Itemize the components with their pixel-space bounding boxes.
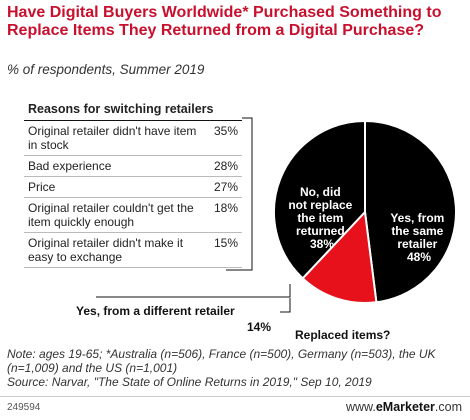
- reason-value: 15%: [213, 236, 238, 250]
- no-label-line: not replace: [288, 198, 352, 212]
- footnote-note: Note: ages 19-65; *Australia (n=506), Fr…: [7, 347, 436, 375]
- slice-not-replaced: [273, 119, 366, 280]
- same-label-line: retailer: [397, 237, 437, 251]
- reason-row: Original retailer couldn't get the item …: [24, 198, 242, 233]
- reason-row: Price 27%: [24, 177, 242, 198]
- reason-value: 35%: [213, 124, 238, 138]
- reasons-table-header: Reasons for switching retailers: [24, 102, 242, 121]
- reason-value: 18%: [213, 201, 238, 215]
- reason-label: Original retailer didn't have item in st…: [28, 124, 197, 152]
- table-connector: [226, 117, 253, 271]
- chart-title: Have Digital Buyers Worldwide* Purchased…: [7, 4, 442, 39]
- same-label-line: Yes, from: [390, 211, 444, 225]
- reason-value: 27%: [213, 180, 238, 194]
- slice-different-retailer: [301, 209, 378, 304]
- brand-suffix: .com: [434, 400, 462, 414]
- brand-logo: www.eMarketer.com: [346, 400, 462, 414]
- reason-row: Bad experience 28%: [24, 156, 242, 177]
- chart-subtitle: % of respondents, Summer 2019: [7, 62, 205, 77]
- footnote-source: Source: Narvar, "The State of Online Ret…: [7, 375, 372, 389]
- footer-divider: [0, 396, 470, 420]
- different-value-label: 14%: [247, 320, 271, 334]
- reason-label: Price: [28, 180, 56, 194]
- footnote: Note: ages 19-65; *Australia (n=506), Fr…: [7, 347, 467, 389]
- replaced-items-label: Replaced items?: [295, 328, 390, 342]
- no-label-line: No, did: [300, 185, 341, 199]
- reason-label: Original retailer didn't make it easy to…: [28, 236, 184, 264]
- no-label-line: returned: [296, 224, 345, 238]
- no-slice-label: No, did not replace the item returned 38…: [288, 185, 355, 251]
- slice-same-retailer: [364, 119, 457, 304]
- brand-prefix: www.: [345, 400, 376, 414]
- same-slice-label: Yes, from the same retailer 48%: [390, 211, 447, 264]
- no-label-line: the item: [297, 211, 343, 225]
- different-slice-label: Yes, from a different retailer: [76, 304, 235, 318]
- reason-row: Original retailer didn't make it easy to…: [24, 233, 242, 268]
- replaced-leader-line: [280, 298, 291, 313]
- different-leader-line: [96, 284, 291, 298]
- no-value-label: 38%: [310, 237, 334, 251]
- same-label-line: the same: [391, 224, 443, 238]
- reason-label: Original retailer couldn't get the item …: [28, 201, 194, 229]
- reasons-table: Reasons for switching retailers Original…: [24, 102, 242, 268]
- brand-name: eMarketer: [375, 400, 435, 414]
- pie-chart: No, did not replace the item returned 38…: [76, 117, 457, 342]
- chart-id: 249594: [7, 402, 41, 413]
- reason-label: Bad experience: [28, 159, 112, 173]
- same-value-label: 48%: [407, 250, 431, 264]
- reason-row: Original retailer didn't have item in st…: [24, 121, 242, 156]
- pie-slices: [273, 119, 457, 304]
- reason-value: 28%: [213, 159, 238, 173]
